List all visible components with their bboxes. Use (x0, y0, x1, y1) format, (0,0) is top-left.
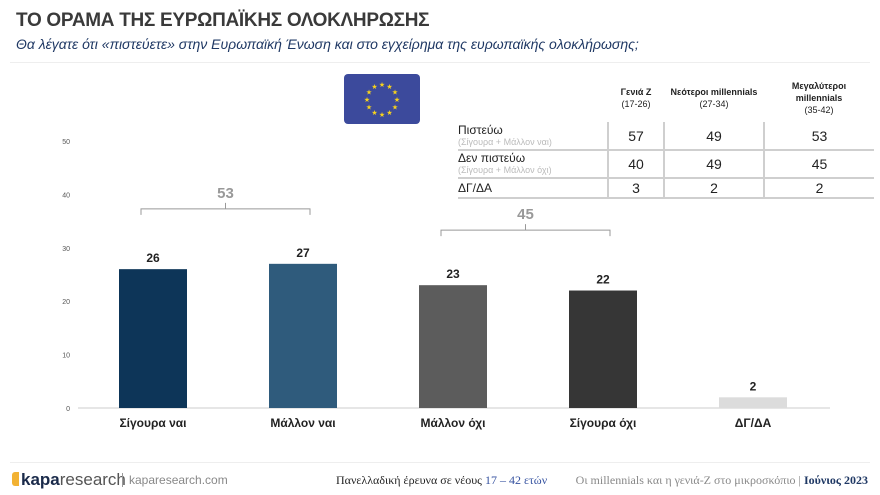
category-label: Μάλλον όχι (420, 416, 485, 430)
bar-chart: 0 10 20 30 40 50 26 Σίγουρα ναι 27 Μάλλον ναι 23 Μά… (62, 139, 830, 430)
star-icon: ★ (379, 111, 385, 119)
bar (269, 263, 337, 408)
bracket (440, 224, 611, 237)
star-icon: ★ (371, 83, 377, 91)
data-label: 2 (750, 379, 757, 393)
bracket (140, 202, 311, 215)
category-label: Μάλλον ναι (270, 416, 335, 430)
star-icon: ★ (366, 89, 372, 97)
category-label: Σίγουρα όχι (570, 416, 637, 430)
category-label: Σίγουρα ναι (119, 416, 186, 430)
divider (10, 462, 870, 463)
series-note: Οι millennials και η γενιά-Ζ στο μικροσκ… (575, 473, 868, 487)
star-icon: ★ (364, 96, 370, 104)
eu-flag-icon: ★ ★ ★ ★ ★ ★ ★ ★ ★ ★ ★ ★ (344, 74, 420, 124)
y-tick-label: 0 (66, 406, 70, 413)
data-label: 27 (296, 246, 310, 260)
footer: kaparesearch kaparesearch.com Πανελλαδικ… (0, 468, 880, 492)
data-label: 26 (146, 251, 160, 265)
y-tick-label: 40 (62, 192, 70, 199)
y-tick-label: 30 (62, 246, 70, 253)
y-tick-label: 10 (62, 353, 70, 360)
y-tick-label: 20 (62, 299, 70, 306)
star-icon: ★ (386, 109, 392, 117)
bar (419, 285, 487, 408)
kapa-research-logo: kaparesearch (12, 470, 126, 490)
table-row: ΔΓ/ΔΑ 3 2 2 (458, 178, 874, 199)
bar (719, 397, 787, 408)
category-label: ΔΓ/ΔΑ (735, 416, 772, 430)
star-icon: ★ (392, 89, 398, 97)
bar (569, 290, 637, 408)
star-icon: ★ (392, 104, 398, 112)
star-icon: ★ (394, 96, 400, 104)
star-icon: ★ (371, 109, 377, 117)
data-label: 22 (596, 273, 610, 287)
table-row: Δεν πιστεύω (Σίγουρα + Μάλλον όχι) 40 49 … (458, 150, 874, 179)
star-icon: ★ (386, 83, 392, 91)
generation-table: Γενιά Ζ (17-26) Νεότεροι millennials (27-3… (458, 80, 874, 199)
website-link[interactable]: kaparesearch.com (122, 473, 228, 487)
bar (119, 269, 187, 408)
y-tick-label: 50 (62, 139, 70, 146)
page-title: ΤΟ ΟΡΑΜΑ ΤΗΣ ΕΥΡΩΠΑΪΚΗΣ ΟΛΟΚΛΗΡΩΣΗΣ (16, 10, 430, 31)
star-icon: ★ (366, 104, 372, 112)
survey-note: Πανελλαδική έρευνα σε νέους 17 – 42 ετών (336, 473, 548, 487)
star-icon: ★ (379, 81, 385, 89)
bracket-total-label: 45 (517, 206, 534, 223)
col-header: Μεγαλύτεροι millennials (35-42) (791, 81, 847, 115)
col-header: Νεότεροι millennials (27-34) (670, 87, 758, 109)
table-row: Πιστεύω (Σίγουρα + Μάλλον ναι) 57 49 53 (458, 122, 874, 151)
divider (10, 62, 870, 63)
col-header: Γενιά Ζ (17-26) (620, 87, 652, 109)
page-subtitle: Θα λέγατε ότι «πιστεύετε» στην Ευρωπαϊκή… (16, 36, 639, 52)
bracket-total-label: 53 (217, 185, 234, 202)
data-label: 23 (446, 267, 460, 281)
